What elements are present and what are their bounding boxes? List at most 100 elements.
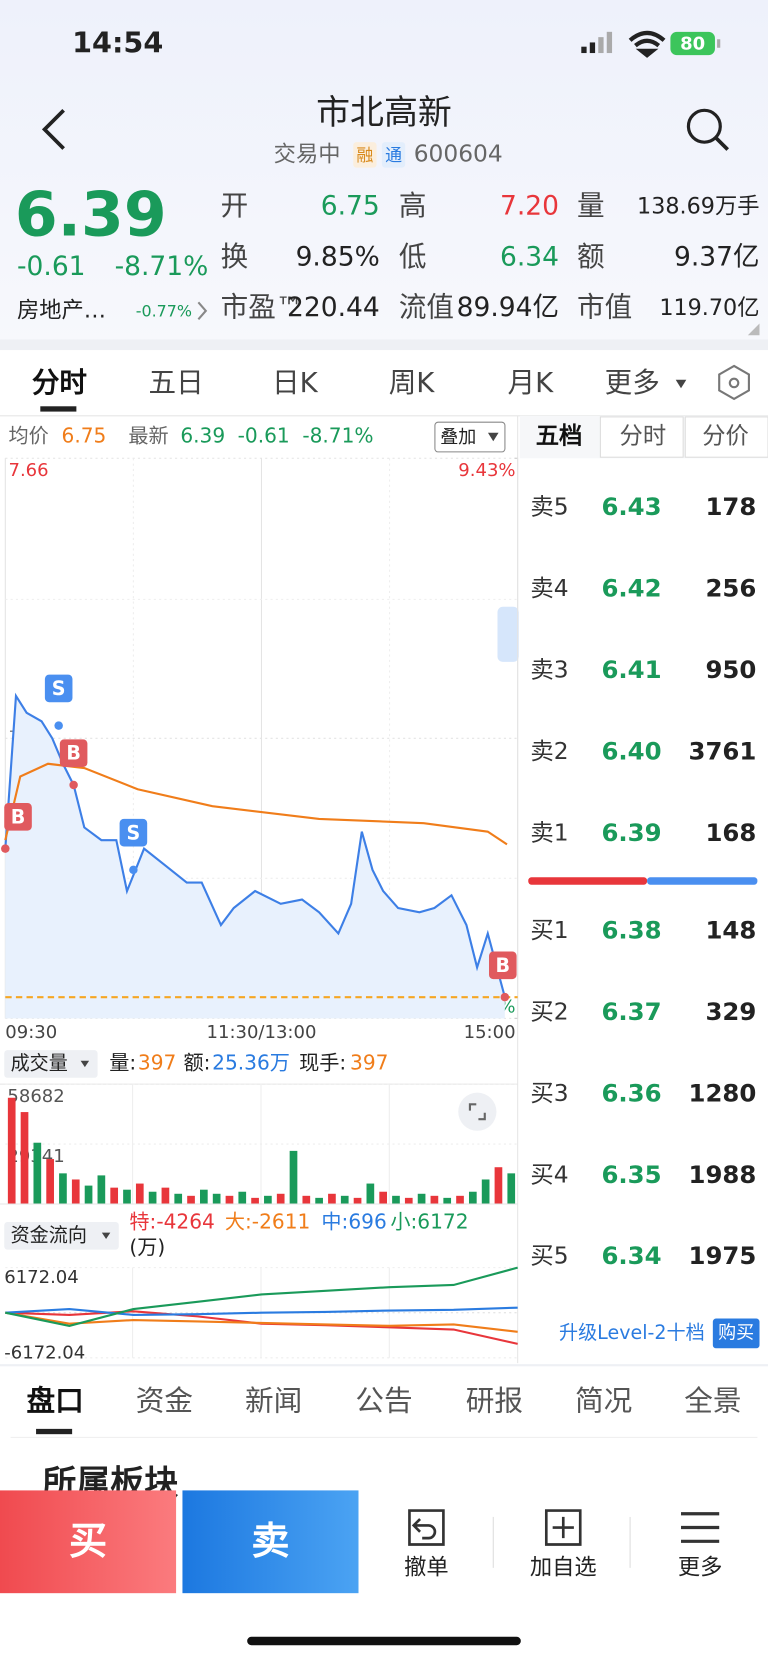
book-tab-label[interactable]: 分时	[620, 422, 667, 450]
trade-badge	[489, 951, 517, 980]
caret	[487, 432, 499, 442]
settings-icon[interactable]	[718, 364, 750, 401]
volume-bar	[7, 1097, 16, 1204]
field-label: 流值	[399, 291, 454, 324]
chart-tab[interactable]: 日K	[272, 366, 319, 399]
selector-label[interactable]: 资金流向	[11, 1223, 87, 1246]
fullscreen-button[interactable]	[458, 1092, 497, 1131]
upgrade-link[interactable]: 升级Level-2十档	[559, 1321, 705, 1344]
search-button[interactable]	[686, 108, 722, 144]
separator	[0, 1364, 768, 1367]
volume-bar	[84, 1185, 93, 1204]
wifi	[628, 30, 666, 58]
book-tab-label[interactable]: 分价	[702, 422, 749, 450]
field-value: 6.75	[321, 190, 380, 221]
cancel-icon[interactable]	[408, 1509, 445, 1546]
book-volume: 148	[705, 915, 756, 944]
fund-item: 特:-4264	[129, 1210, 214, 1234]
fund-line	[5, 1306, 518, 1316]
volume-bar	[328, 1193, 336, 1204]
fund-item: 中:696	[321, 1210, 386, 1234]
field-label: 高	[399, 189, 427, 222]
sell-button[interactable]	[182, 1490, 359, 1594]
section-tab[interactable]: 全景	[684, 1383, 741, 1417]
label: 量:	[109, 1050, 136, 1074]
volume-bar	[161, 1187, 170, 1204]
label: -8.71%	[302, 424, 373, 448]
signal	[581, 31, 613, 54]
book-price: 6.37	[601, 997, 661, 1026]
chart-tab[interactable]: 更多	[605, 366, 660, 399]
section-tab[interactable]: 公告	[355, 1383, 412, 1417]
buy-button[interactable]	[0, 1490, 177, 1594]
field-value: 7.20	[500, 190, 559, 221]
volume-bar	[187, 1195, 195, 1204]
volume-bar	[276, 1193, 285, 1204]
book-level: 卖3	[530, 656, 568, 684]
fullscreen-icon	[468, 1103, 486, 1121]
section-tab[interactable]: 资金	[136, 1383, 193, 1417]
fund-selector[interactable]	[4, 1222, 119, 1250]
volume-bar	[123, 1189, 131, 1204]
label: 均价	[8, 424, 48, 448]
volume-bar	[379, 1191, 388, 1204]
trade-dot	[69, 780, 78, 790]
expand-handle[interactable]	[497, 606, 519, 662]
chart-tab[interactable]: 月K	[508, 366, 555, 399]
volume-bar	[494, 1167, 503, 1204]
volume-bar	[430, 1195, 439, 1204]
book-volume: 256	[705, 574, 756, 603]
section-tab[interactable]: 研报	[466, 1383, 523, 1417]
volume-bar	[302, 1195, 311, 1204]
volume-bar	[46, 1159, 54, 1204]
section-tab[interactable]: 盘口	[27, 1383, 84, 1417]
book-price: 6.42	[601, 574, 661, 603]
more-label: 更多	[678, 1554, 723, 1580]
section-tab[interactable]: 新闻	[245, 1383, 302, 1417]
battery	[670, 31, 715, 56]
field-value: 138.69万手	[637, 193, 759, 219]
watch-label: 加自选	[530, 1554, 597, 1580]
cancel-label: 撤单	[404, 1554, 449, 1580]
volume-bar	[59, 1173, 67, 1204]
average-line	[4, 762, 508, 846]
badge: 通	[385, 146, 402, 166]
search-handle	[714, 136, 730, 151]
bid-ratio	[647, 877, 758, 885]
overlay-label: 叠加	[440, 427, 476, 448]
book-volume: 329	[705, 997, 756, 1026]
header-bg	[0, 0, 768, 345]
sector[interactable]: 房地产…	[17, 297, 106, 323]
book-level: 卖1	[530, 818, 568, 846]
selector-label[interactable]: 成交量	[11, 1051, 68, 1074]
book-tab[interactable]	[599, 416, 684, 458]
book-tab-label[interactable]: 五档	[536, 422, 583, 450]
ask-ratio	[528, 877, 648, 885]
volume-bar	[366, 1183, 375, 1204]
volume-selector[interactable]	[4, 1050, 98, 1078]
label: 397	[138, 1050, 176, 1074]
overlay-button[interactable]	[434, 421, 506, 453]
book-volume: 1988	[688, 1160, 756, 1189]
volume-bar	[225, 1195, 234, 1204]
watch-icon[interactable]	[544, 1509, 582, 1546]
book-tab[interactable]	[684, 416, 768, 458]
field-value: 6.34	[500, 241, 559, 272]
book-volume: 3761	[688, 737, 756, 766]
chart-tab[interactable]: 五日	[149, 366, 204, 399]
chart-tab[interactable]: 分时	[32, 366, 87, 399]
more-icon[interactable]	[681, 1512, 720, 1543]
fund-item: 大:-2611	[225, 1210, 310, 1234]
field-value: 89.94亿	[457, 292, 559, 323]
back-button[interactable]	[41, 109, 65, 150]
trade-badge	[119, 818, 148, 847]
y-tick-label: -6172.04	[4, 1343, 85, 1364]
section-tab[interactable]: 简况	[575, 1383, 632, 1417]
chart-tab[interactable]: 周K	[389, 366, 436, 399]
battery-tip	[717, 39, 721, 48]
buy-level2-button[interactable]	[712, 1318, 760, 1349]
volume-bar	[392, 1195, 400, 1204]
volume-bar	[251, 1197, 259, 1204]
label: 额:	[184, 1050, 211, 1074]
book-volume: 168	[705, 818, 756, 847]
